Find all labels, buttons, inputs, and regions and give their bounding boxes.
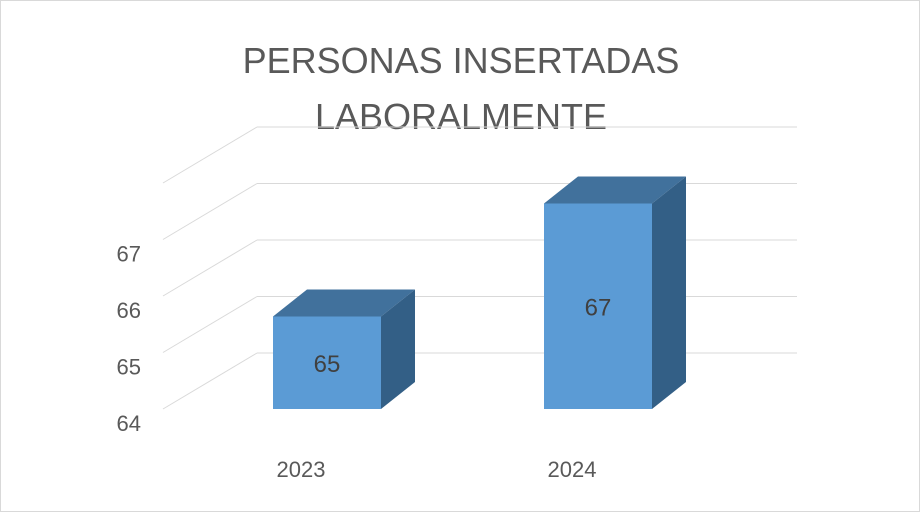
bar-top-2024 xyxy=(544,176,686,204)
y-tick-label: 64 xyxy=(117,411,141,436)
gridlines xyxy=(162,126,797,410)
y-axis-ticks: 64 65 66 67 xyxy=(117,242,141,437)
bar-top-2023 xyxy=(273,289,415,317)
gridline-diagonal xyxy=(162,183,258,240)
y-tick-label: 65 xyxy=(117,355,141,380)
chart-title-line-2: LABORALMENTE xyxy=(315,96,607,137)
bar-front-2023 xyxy=(273,316,381,409)
gridline-diagonal xyxy=(162,296,258,353)
chart-title-line-1: PERSONAS INSERTADAS xyxy=(243,40,680,81)
bar-side-2023 xyxy=(381,289,415,409)
gridline-diagonal xyxy=(162,239,258,297)
x-tick-label: 2023 xyxy=(277,457,326,482)
gridline-diagonal xyxy=(162,126,258,184)
bar-side-2024 xyxy=(652,176,686,409)
data-label-2023: 65 xyxy=(314,351,341,378)
chart-title: PERSONAS INSERTADAS LABORALMENTE xyxy=(243,40,680,137)
bar-2024: 67 xyxy=(544,176,686,409)
bar-front-2024 xyxy=(544,203,652,409)
x-axis-ticks: 2023 2024 xyxy=(277,457,597,482)
bars: 65 67 xyxy=(273,176,686,409)
gridline-diagonal xyxy=(162,352,258,410)
y-tick-label: 66 xyxy=(117,298,141,323)
data-label-2024: 67 xyxy=(585,294,612,321)
x-tick-label: 2024 xyxy=(548,457,597,482)
y-tick-label: 67 xyxy=(117,242,141,267)
bar-2023: 65 xyxy=(273,289,415,409)
